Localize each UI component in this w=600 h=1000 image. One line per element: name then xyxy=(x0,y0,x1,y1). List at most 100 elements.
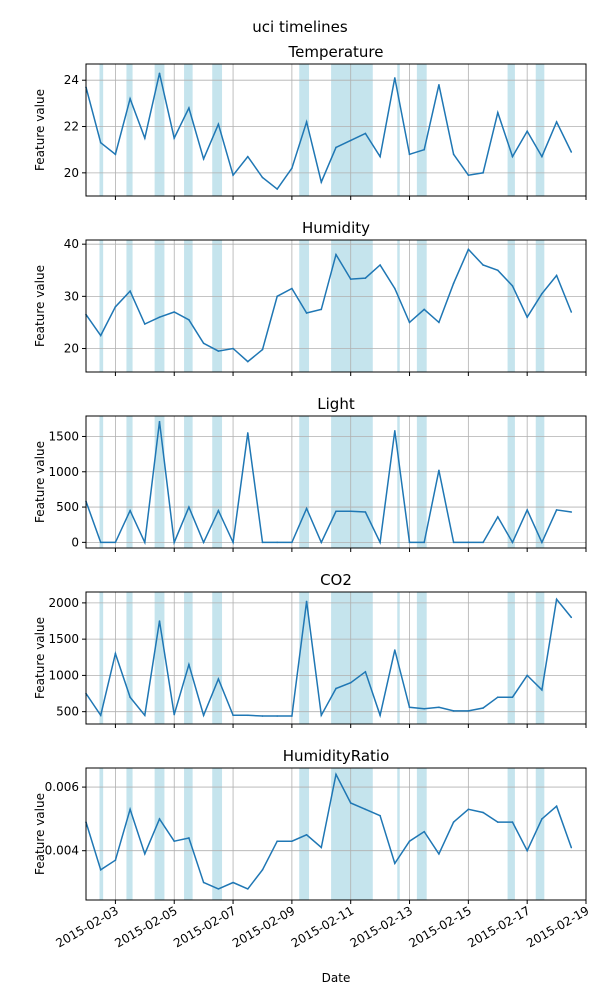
data-point xyxy=(511,285,514,287)
data-point xyxy=(202,158,205,160)
data-point xyxy=(276,715,278,717)
data-point xyxy=(246,432,249,434)
shaded-period xyxy=(397,416,400,548)
x-tick-label: 2015-02-03 xyxy=(54,903,121,950)
data-point xyxy=(335,146,337,149)
data-point xyxy=(144,323,146,325)
data-point xyxy=(541,689,543,691)
shaded-period xyxy=(535,768,545,900)
data-point xyxy=(99,141,102,144)
data-point xyxy=(526,316,528,319)
data-point xyxy=(482,172,484,174)
panel-title: Temperature xyxy=(287,43,383,61)
data-point xyxy=(202,881,205,884)
data-point xyxy=(511,155,514,158)
data-point xyxy=(452,710,455,712)
panel-title: Humidity xyxy=(302,219,370,237)
data-point xyxy=(246,888,249,890)
data-point xyxy=(320,541,323,544)
data-point xyxy=(261,348,264,351)
panel-humidity: 20 30 40 Humidity Feature value xyxy=(33,219,587,376)
panel-light: 0 500 1000 1500 Light Feature value xyxy=(33,395,587,552)
x-tick-label: 2015-02-07 xyxy=(171,903,238,950)
data-point xyxy=(438,853,440,855)
shaded-period xyxy=(416,240,427,372)
data-point xyxy=(144,853,146,855)
data-point xyxy=(335,773,337,776)
shaded-period xyxy=(535,240,545,372)
data-point xyxy=(394,862,396,865)
shaded-period xyxy=(184,768,193,900)
data-point xyxy=(188,837,190,839)
data-point xyxy=(261,541,264,544)
shaded-period xyxy=(397,64,400,196)
shaded-period xyxy=(212,64,223,196)
x-tick-label: 2015-02-19 xyxy=(524,903,591,950)
data-point xyxy=(99,868,102,871)
shaded-period xyxy=(416,592,427,724)
data-point xyxy=(99,714,102,717)
shaded-period xyxy=(331,64,373,196)
data-point xyxy=(320,308,323,311)
shaded-period xyxy=(416,416,427,548)
data-point xyxy=(158,818,161,820)
x-tick-label: 2015-02-15 xyxy=(406,903,473,950)
data-point xyxy=(114,305,117,308)
shaded-period xyxy=(507,240,515,372)
panels: 20 22 24 Temperature Feature value 20 30 40 Humi… xyxy=(33,43,592,985)
data-point xyxy=(188,506,190,508)
panel-title: CO2 xyxy=(320,571,352,589)
data-point xyxy=(305,833,308,836)
data-point xyxy=(291,840,293,842)
y-tick-label: 1000 xyxy=(48,668,79,682)
shaded-period xyxy=(184,592,193,724)
data-point xyxy=(555,509,558,511)
data-point xyxy=(408,321,411,324)
y-axis-label: Feature value xyxy=(33,617,47,699)
data-point xyxy=(482,541,484,544)
shaded-period xyxy=(126,592,133,724)
data-point xyxy=(261,176,264,179)
data-point xyxy=(379,155,381,158)
shaded-period xyxy=(397,240,400,372)
shaded-period xyxy=(331,592,373,724)
data-point xyxy=(129,696,131,698)
data-point xyxy=(482,811,484,814)
data-point xyxy=(202,541,205,544)
y-tick-label: 0.006 xyxy=(45,780,79,794)
figure-title: uci timelines xyxy=(252,18,348,36)
data-point xyxy=(114,541,117,544)
data-point xyxy=(99,334,102,337)
data-point xyxy=(114,652,117,655)
y-axis-label: Feature value xyxy=(33,793,47,875)
series-line xyxy=(85,421,572,546)
shaded-period xyxy=(535,64,545,196)
data-point xyxy=(541,292,543,295)
shaded-period xyxy=(299,416,310,548)
data-point xyxy=(320,714,323,717)
data-point xyxy=(99,541,102,544)
x-axis-label: Date xyxy=(322,971,351,985)
data-point xyxy=(291,287,293,290)
data-point xyxy=(349,139,352,142)
data-point xyxy=(452,282,455,285)
y-tick-label: 1500 xyxy=(48,429,79,443)
shaded-period xyxy=(416,64,427,196)
data-point xyxy=(526,849,528,852)
shaded-period xyxy=(154,768,165,900)
data-point xyxy=(364,511,367,513)
y-tick-label: 20 xyxy=(64,342,79,356)
data-point xyxy=(217,888,220,890)
y-tick-label: 0 xyxy=(71,535,79,549)
data-point xyxy=(173,840,176,842)
data-point xyxy=(202,714,205,717)
shaded-period xyxy=(212,240,223,372)
data-point xyxy=(246,360,249,363)
data-point xyxy=(394,430,396,432)
data-point xyxy=(511,541,514,544)
data-point xyxy=(570,616,573,619)
y-axis-label: Feature value xyxy=(33,441,47,523)
data-point xyxy=(232,347,234,350)
shaded-period xyxy=(154,64,165,196)
